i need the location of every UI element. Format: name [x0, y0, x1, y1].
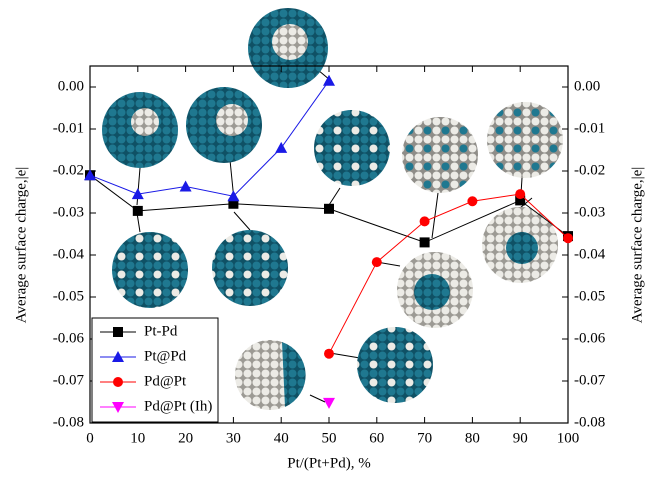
y-tick-label: -0.01 [53, 120, 84, 136]
marker [275, 142, 287, 153]
marker [420, 216, 430, 226]
marker [113, 327, 123, 337]
y2-tick-label: -0.05 [574, 288, 605, 304]
marker [113, 377, 123, 387]
x-axis-label: Pt/(Pt+Pd), % [287, 455, 370, 471]
page: Pt/(Pt+Pd), % Average surface charge,|e|… [0, 0, 654, 477]
x-tick-label: 50 [322, 430, 337, 446]
marker [420, 237, 430, 247]
y2-tick-label: -0.02 [574, 162, 605, 178]
y2-axis-label: Average surface charge,|e| [629, 167, 645, 324]
x-tick-label: 30 [226, 430, 241, 446]
x-tick-label: 100 [557, 430, 580, 446]
legend-label: Pd@Pt [144, 373, 187, 389]
y2-tick-label: -0.01 [574, 120, 605, 136]
y-tick-label: -0.08 [53, 414, 84, 430]
marker [180, 181, 192, 192]
x-tick-label: 20 [178, 430, 193, 446]
y-tick-label: -0.04 [53, 246, 85, 262]
legend-label: Pt@Pd [144, 348, 187, 364]
y-axis-label: Average surface charge,|e| [13, 167, 29, 324]
y2-tick-label: -0.03 [574, 204, 605, 220]
x-tick-label: 10 [130, 430, 145, 446]
y-tick-label: -0.06 [53, 330, 85, 346]
x-tick-label: 90 [513, 430, 528, 446]
y2-tick-label: -0.06 [574, 330, 606, 346]
x-tick-label: 0 [86, 430, 94, 446]
marker [323, 75, 335, 86]
legend-label: Pd@Pt (Ih) [144, 398, 212, 414]
x-tick-label: 40 [274, 430, 289, 446]
legend-label: Pt-Pd [144, 323, 178, 339]
marker [323, 398, 335, 409]
marker [515, 189, 525, 199]
x-tick-label: 80 [465, 430, 480, 446]
marker [324, 204, 334, 214]
marker [563, 233, 573, 243]
y2-tick-label: -0.04 [574, 246, 606, 262]
marker [324, 349, 334, 359]
y2-tick-label: 0.00 [574, 78, 600, 94]
x-tick-label: 60 [369, 430, 384, 446]
y-tick-label: 0.00 [58, 78, 84, 94]
x-tick-label: 70 [417, 430, 432, 446]
y-tick-label: -0.07 [53, 372, 85, 388]
chart: Pt/(Pt+Pd), % Average surface charge,|e|… [0, 0, 654, 477]
marker [467, 196, 477, 206]
y2-tick-label: -0.07 [574, 372, 606, 388]
y-tick-label: -0.03 [53, 204, 84, 220]
marker [372, 257, 382, 267]
y2-tick-label: -0.08 [574, 414, 605, 430]
y-tick-label: -0.05 [53, 288, 84, 304]
y-tick-label: -0.02 [53, 162, 84, 178]
marker [133, 206, 143, 216]
